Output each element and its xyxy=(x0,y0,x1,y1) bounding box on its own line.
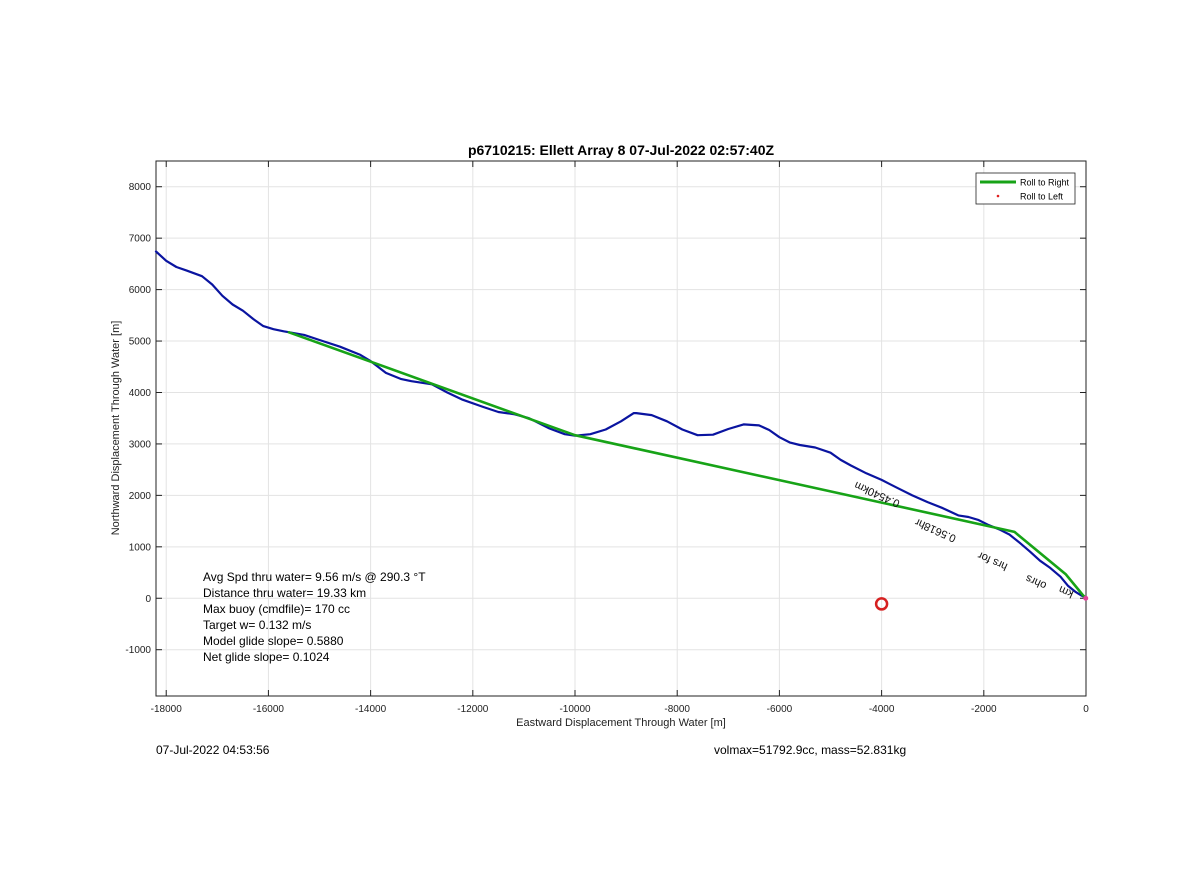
y-tick-label: 8000 xyxy=(129,182,152,193)
y-tick-label: 3000 xyxy=(129,439,152,450)
stats-line: Net glide slope= 0.1024 xyxy=(203,650,330,664)
stats-line: Target w= 0.132 m/s xyxy=(203,618,311,632)
track-annotation: 0.5618hr xyxy=(913,515,958,544)
footer-timestamp: 07-Jul-2022 04:53:56 xyxy=(156,743,270,757)
plot-area xyxy=(155,160,1087,697)
x-tick-label: 0 xyxy=(1083,704,1089,715)
legend: Roll to Right Roll to Left xyxy=(975,172,1076,205)
footer-volmax-mass: volmax=51792.9cc, mass=52.831kg xyxy=(714,743,907,757)
track-annotation: 0.4540km xyxy=(853,479,902,510)
y-tick-label: 7000 xyxy=(129,234,152,245)
x-tick-label: -2000 xyxy=(971,704,997,715)
legend-label-roll-left: Roll to Left xyxy=(1020,192,1064,202)
track-annotation: hrs for xyxy=(976,549,1010,573)
x-axis: -18000 -16000 -14000 -12000 -10000 -8000 -6000… xyxy=(151,161,1089,715)
chart-title: p6710215: Ellett Array 8 07-Jul-2022 02:… xyxy=(468,142,775,158)
track-annotation: ohrs xyxy=(1024,572,1049,592)
legend-label-roll-right: Roll to Right xyxy=(1020,178,1070,188)
endpoint-marker xyxy=(1083,595,1089,601)
stats-line: Avg Spd thru water= 9.56 m/s @ 290.3 °T xyxy=(203,570,426,584)
stats-block: Avg Spd thru water= 9.56 m/s @ 290.3 °T D… xyxy=(203,570,426,664)
x-tick-label: -10000 xyxy=(559,704,591,715)
x-tick-label: -18000 xyxy=(151,704,183,715)
roll-right-line xyxy=(287,330,1087,600)
y-tick-label: -1000 xyxy=(125,645,151,656)
y-axis: -1000 0 1000 2000 3000 4000 5000 6000 7000 8000 xyxy=(125,182,1086,656)
track-annotations: 0.4540km 0.5618hr hrs for ohrs km xyxy=(853,479,1076,600)
stats-line: Model glide slope= 0.5880 xyxy=(203,634,344,648)
stats-line: Distance thru water= 19.33 km xyxy=(203,586,366,600)
marker-layer xyxy=(874,595,1089,611)
y-tick-label: 2000 xyxy=(129,491,152,502)
y-tick-label: 1000 xyxy=(129,542,152,553)
x-tick-label: -16000 xyxy=(253,704,285,715)
x-tick-label: -12000 xyxy=(457,704,489,715)
position-marker-circle xyxy=(874,597,889,611)
x-tick-label: -4000 xyxy=(869,704,895,715)
y-tick-label: 4000 xyxy=(129,388,152,399)
series-layer xyxy=(154,250,1087,600)
legend-dot-roll-left xyxy=(996,194,1000,198)
glider-track-line xyxy=(154,250,1087,599)
y-tick-label: 6000 xyxy=(129,285,152,296)
stats-line: Max buoy (cmdfile)= 170 cc xyxy=(203,602,350,616)
y-axis-label: Northward Displacement Through Water [m] xyxy=(110,321,122,536)
x-tick-label: -8000 xyxy=(664,704,690,715)
x-tick-label: -14000 xyxy=(355,704,387,715)
x-axis-label: Eastward Displacement Through Water [m] xyxy=(516,717,726,729)
y-tick-label: 5000 xyxy=(129,337,152,348)
track-annotation: km xyxy=(1057,583,1075,600)
legend-box xyxy=(975,172,1076,205)
x-tick-label: -6000 xyxy=(767,704,793,715)
y-tick-label: 0 xyxy=(145,594,151,605)
